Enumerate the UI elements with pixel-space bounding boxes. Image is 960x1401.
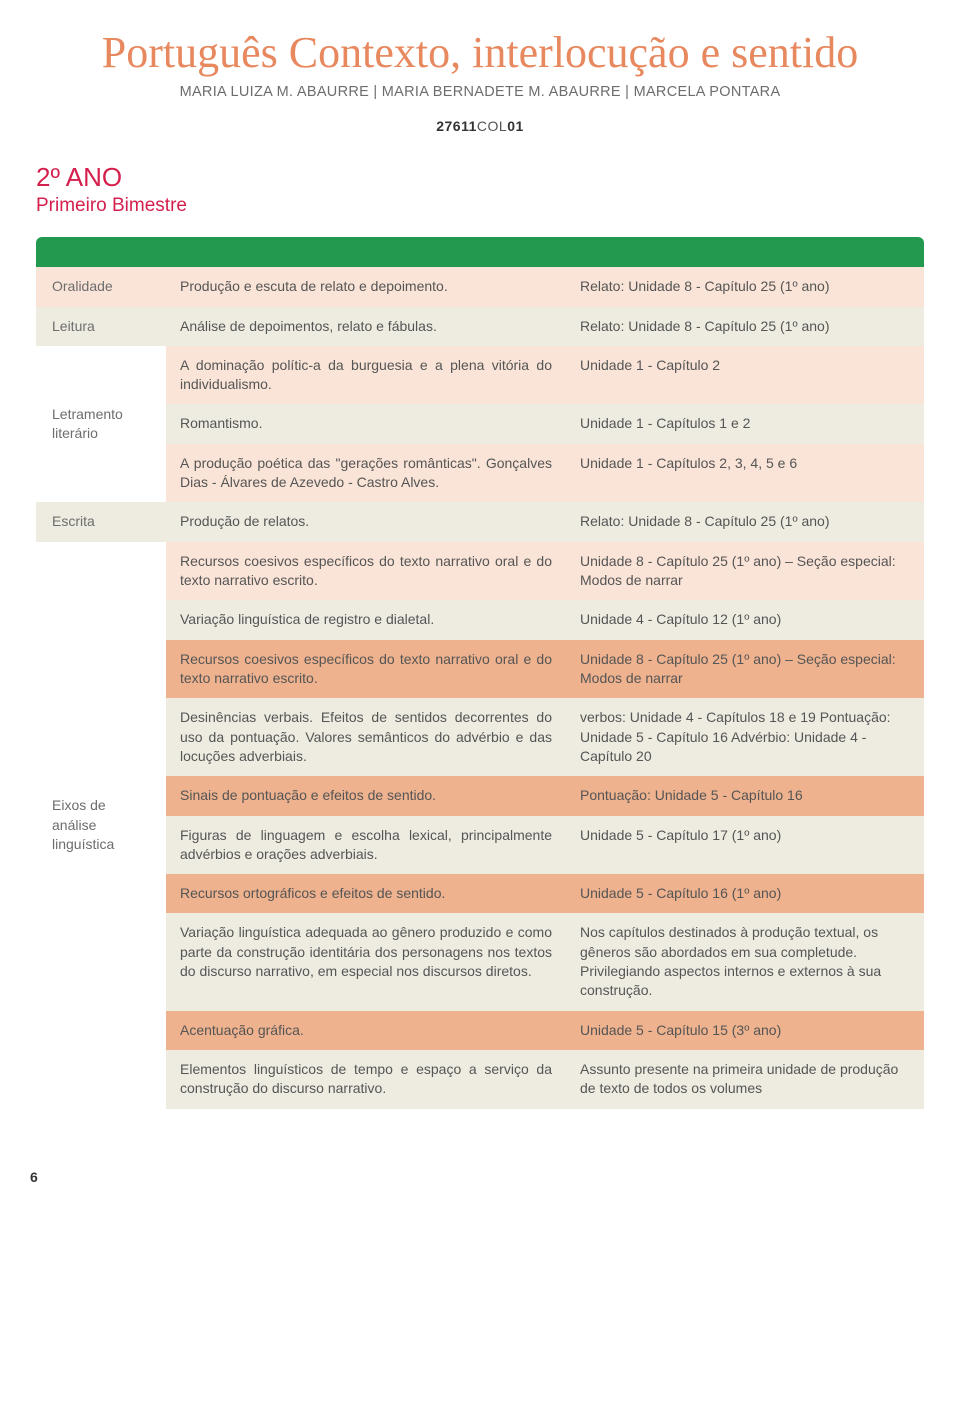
- table-row: Letramento literário A dominação polític…: [36, 346, 924, 405]
- table-row: Figuras de linguagem e escolha lexical, …: [36, 816, 924, 875]
- ref-cell: Unidade 5 - Capítulo 17 (1º ano): [566, 816, 924, 875]
- year-label: 2º ANO: [36, 162, 924, 193]
- table-row: Variação linguística de registro e diale…: [36, 600, 924, 639]
- ref-cell: verbos: Unidade 4 - Capítulos 18 e 19 Po…: [566, 698, 924, 776]
- ref-cell: Relato: Unidade 8 - Capítulo 25 (1º ano): [566, 307, 924, 346]
- desc-cell: A produção poética das "gerações românti…: [166, 444, 566, 503]
- ref-cell: Unidade 8 - Capítulo 25 (1º ano) – Seção…: [566, 542, 924, 601]
- ref-cell: Relato: Unidade 8 - Capítulo 25 (1º ano): [566, 502, 924, 541]
- category-cell: Eixos de análise linguística: [36, 542, 166, 1109]
- ref-cell: Pontuação: Unidade 5 - Capítulo 16: [566, 776, 924, 815]
- desc-cell: Figuras de linguagem e escolha lexical, …: [166, 816, 566, 875]
- desc-cell: Desinências verbais. Efeitos de sentidos…: [166, 698, 566, 776]
- bimester-label: Primeiro Bimestre: [36, 195, 924, 217]
- ref-cell: Nos capítulos destinados à produção text…: [566, 913, 924, 1010]
- desc-cell: Romantismo.: [166, 404, 566, 443]
- category-cell: Oralidade: [36, 267, 166, 306]
- table-row: Recursos ortográficos e efeitos de senti…: [36, 874, 924, 913]
- table-row: Recursos coesivos específicos do texto n…: [36, 640, 924, 699]
- ref-cell: Unidade 4 - Capítulo 12 (1º ano): [566, 600, 924, 639]
- category-cell: Escrita: [36, 502, 166, 541]
- book-title: Português Contexto, interlocução e senti…: [36, 30, 924, 76]
- desc-cell: Análise de depoimentos, relato e fábulas…: [166, 307, 566, 346]
- code-mid: COL: [477, 118, 507, 134]
- title-block: Português Contexto, interlocução e senti…: [36, 30, 924, 134]
- table-row: Sinais de pontuação e efeitos de sentido…: [36, 776, 924, 815]
- code-suffix: 01: [507, 118, 524, 134]
- ref-cell: Unidade 5 - Capítulo 16 (1º ano): [566, 874, 924, 913]
- desc-cell: Variação linguística adequada ao gênero …: [166, 913, 566, 1010]
- desc-cell: Recursos ortográficos e efeitos de senti…: [166, 874, 566, 913]
- ref-cell: Unidade 5 - Capítulo 15 (3º ano): [566, 1011, 924, 1050]
- code-prefix: 27611: [436, 118, 477, 134]
- authors-line: MARIA LUIZA M. ABAURRE | MARIA BERNADETE…: [36, 84, 924, 100]
- table-row: Escrita Produção de relatos. Relato: Uni…: [36, 502, 924, 541]
- table-row: Romantismo. Unidade 1 - Capítulos 1 e 2: [36, 404, 924, 443]
- desc-cell: Sinais de pontuação e efeitos de sentido…: [166, 776, 566, 815]
- desc-cell: Recursos coesivos específicos do texto n…: [166, 640, 566, 699]
- desc-cell: Variação linguística de registro e diale…: [166, 600, 566, 639]
- desc-cell: A dominação polític-a da burguesia e a p…: [166, 346, 566, 405]
- table-row: Elementos linguísticos de tempo e espaço…: [36, 1050, 924, 1109]
- ref-cell: Unidade 1 - Capítulo 2: [566, 346, 924, 405]
- desc-cell: Acentuação gráfica.: [166, 1011, 566, 1050]
- book-code: 27611COL01: [36, 118, 924, 134]
- table-row: A produção poética das "gerações românti…: [36, 444, 924, 503]
- page-number: 6: [30, 1169, 918, 1185]
- table-row: Acentuação gráfica. Unidade 5 - Capítulo…: [36, 1011, 924, 1050]
- table-row: Oralidade Produção e escuta de relato e …: [36, 267, 924, 306]
- ref-cell: Unidade 1 - Capítulos 2, 3, 4, 5 e 6: [566, 444, 924, 503]
- ref-cell: Unidade 1 - Capítulos 1 e 2: [566, 404, 924, 443]
- table-row: Variação linguística adequada ao gênero …: [36, 913, 924, 1010]
- desc-cell: Elementos linguísticos de tempo e espaço…: [166, 1050, 566, 1109]
- desc-cell: Recursos coesivos específicos do texto n…: [166, 542, 566, 601]
- table-row: Leitura Análise de depoimentos, relato e…: [36, 307, 924, 346]
- ref-cell: Assunto presente na primeira unidade de …: [566, 1050, 924, 1109]
- table-row: Eixos de análise linguística Recursos co…: [36, 542, 924, 601]
- category-cell: Letramento literário: [36, 346, 166, 503]
- desc-cell: Produção e escuta de relato e depoimento…: [166, 267, 566, 306]
- category-cell: Leitura: [36, 307, 166, 346]
- desc-cell: Produção de relatos.: [166, 502, 566, 541]
- content-table: Oralidade Produção e escuta de relato e …: [36, 267, 924, 1108]
- table-header-bar: [36, 237, 924, 267]
- ref-cell: Relato: Unidade 8 - Capítulo 25 (1º ano): [566, 267, 924, 306]
- ref-cell: Unidade 8 - Capítulo 25 (1º ano) – Seção…: [566, 640, 924, 699]
- table-row: Desinências verbais. Efeitos de sentidos…: [36, 698, 924, 776]
